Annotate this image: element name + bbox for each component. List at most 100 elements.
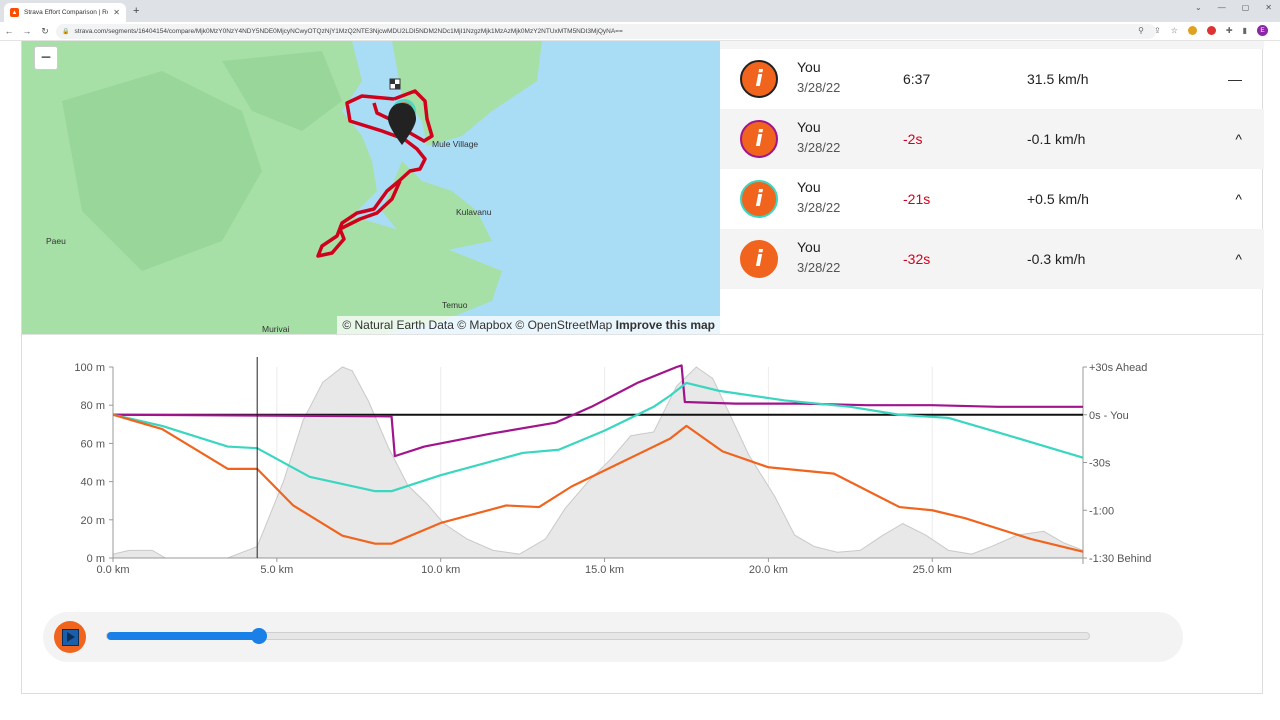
puzzle-icon[interactable]: ✚ (1225, 26, 1233, 35)
chevron-up-button[interactable]: ^ (1235, 251, 1242, 267)
athlete-name[interactable]: You (797, 179, 821, 195)
x-tick-label: 5.0 km (260, 564, 293, 576)
toolbar-actions: ⚲ ⇪ ☆ ✚ ▮ E (1138, 25, 1268, 36)
playback-slider[interactable] (106, 628, 1090, 644)
y-tick-label-left: 80 m (81, 400, 105, 412)
map-place-label: Murivai (262, 324, 290, 334)
athlete-name[interactable]: You (797, 239, 821, 255)
x-tick-label: 20.0 km (749, 564, 788, 576)
strava-avatar-icon: i (740, 180, 778, 218)
strava-avatar-icon: i (740, 240, 778, 278)
athlete-name[interactable]: You (797, 119, 821, 135)
play-button[interactable] (54, 621, 86, 653)
effort-speed: 31.5 km/h (1027, 71, 1089, 87)
strava-avatar-icon: i (740, 120, 778, 158)
effort-athlete: You 3/28/22 (797, 119, 840, 155)
effort-time-diff: -21s (903, 191, 931, 207)
y-tick-label-right: 0s - You (1089, 410, 1129, 422)
window-controls: ⌄ — ▢ ✕ (1195, 3, 1272, 12)
effort-date: 3/28/22 (797, 140, 841, 155)
y-tick-label-left: 40 m (81, 477, 105, 489)
x-tick-label: 10.0 km (421, 564, 460, 576)
effort-row[interactable]: i You 3/28/22 -32s -0.3 km/h ^ (720, 229, 1264, 289)
sidebar-icon[interactable]: ▮ (1242, 26, 1247, 35)
slider-thumb[interactable] (251, 628, 268, 644)
effort-athlete: You 3/28/22 (797, 239, 840, 275)
close-tab-icon[interactable]: ✕ (113, 8, 120, 17)
effort-speed-diff: -0.3 km/h (1027, 251, 1086, 267)
browser-tabstrip: ▲ Strava Effort Comparison | Road ✕ + ⌄ … (0, 0, 1280, 22)
gap-series-line (112, 364, 1083, 458)
effort-time-diff: -32s (903, 251, 931, 267)
lock-icon: 🔒 (62, 29, 70, 35)
map-place-label: Kulavanu (456, 207, 492, 217)
url-text: strava.com/segments/16404154/compare/Mjk… (74, 28, 623, 35)
forward-arrow-icon[interactable]: → (22, 26, 32, 36)
effort-row[interactable]: i You 3/28/22 -2s -0.1 km/h ^ (720, 109, 1264, 169)
strava-avatar-icon: i (740, 60, 778, 98)
chevron-up-button[interactable]: ^ (1235, 191, 1242, 207)
y-tick-label-left: 0 m (87, 553, 105, 565)
effort-athlete: You 3/28/22 (797, 59, 840, 95)
elevation-area (112, 366, 1084, 559)
zoom-out-button[interactable]: − (34, 46, 58, 70)
x-tick-label: 0.0 km (96, 564, 129, 576)
athlete-name[interactable]: You (797, 59, 821, 75)
map-land-south (382, 161, 492, 251)
map-place-label: Temuo (442, 300, 468, 310)
chevron-up-button[interactable]: ^ (1235, 131, 1242, 147)
section-divider (22, 334, 1264, 335)
profile-avatar[interactable]: E (1257, 25, 1268, 36)
improve-map-link[interactable]: Improve this map (615, 318, 715, 332)
collapse-button[interactable]: — (1228, 71, 1242, 87)
page-content: − Mule Village Kulavanu Paeu Temuo Muriv… (21, 41, 1264, 694)
map-land-north (392, 41, 542, 146)
extension-icon[interactable] (1187, 26, 1197, 35)
effort-time: 6:37 (903, 71, 931, 87)
chevron-down-icon[interactable]: ⌄ (1195, 3, 1202, 12)
map-hill-shading (222, 51, 342, 131)
browser-toolbar: ← → ↻ 🔒 strava.com/segments/16404154/com… (0, 22, 1280, 41)
effort-date: 3/28/22 (797, 200, 841, 215)
list-top-strip (720, 41, 1264, 49)
extension-icon[interactable] (1206, 26, 1216, 35)
finish-flag-icon (390, 79, 400, 89)
map-canvas (22, 41, 542, 334)
effort-list: i You 3/28/22 6:37 31.5 km/h — i You 3/2… (720, 41, 1264, 289)
attribution-text: © Natural Earth Data © Mapbox © OpenStre… (342, 318, 613, 332)
close-window-icon[interactable]: ✕ (1265, 3, 1272, 12)
segment-map[interactable]: − Mule Village Kulavanu Paeu Temuo Muriv… (22, 41, 720, 334)
address-bar[interactable]: 🔒 strava.com/segments/16404154/compare/M… (56, 24, 1156, 39)
effort-row[interactable]: i You 3/28/22 -21s +0.5 km/h ^ (720, 169, 1264, 229)
strava-favicon-icon: ▲ (10, 8, 19, 17)
share-icon[interactable]: ⇪ (1154, 26, 1161, 35)
elevation-gap-chart[interactable]: 100 m 80 m 60 m 40 m 20 m 0 m +30s Ahead 0s - Y… (22, 351, 1264, 591)
new-tab-icon[interactable]: + (133, 5, 140, 17)
browser-tab[interactable]: ▲ Strava Effort Comparison | Road ✕ (4, 3, 126, 22)
x-tick-label: 15.0 km (585, 564, 624, 576)
map-attribution: © Natural Earth Data © Mapbox © OpenStre… (337, 316, 720, 334)
reload-icon[interactable]: ↻ (41, 25, 49, 36)
playback-bar (43, 612, 1183, 662)
y-tick-label-left: 60 m (81, 438, 105, 450)
effort-speed-diff: +0.5 km/h (1027, 191, 1089, 207)
effort-row[interactable]: i You 3/28/22 6:37 31.5 km/h — (720, 49, 1264, 109)
zoom-icon[interactable]: ⚲ (1138, 26, 1145, 35)
star-icon[interactable]: ☆ (1170, 26, 1178, 35)
maximize-icon[interactable]: ▢ (1241, 3, 1250, 12)
back-arrow-icon[interactable]: ← (4, 26, 14, 36)
location-pin-icon (388, 103, 416, 145)
effort-speed-diff: -0.1 km/h (1027, 131, 1086, 147)
y-tick-label-right: -1:30 Behind (1089, 553, 1151, 565)
play-icon (61, 628, 79, 646)
tab-title: Strava Effort Comparison | Road (24, 9, 108, 16)
effort-time-diff: -2s (903, 131, 923, 147)
gap-series-line (112, 413, 1084, 553)
map-place-label: Paeu (46, 236, 66, 246)
y-tick-label-right: -30s (1089, 458, 1111, 470)
y-tick-label-right: -1:00 (1089, 505, 1114, 517)
map-hill-shading (62, 71, 262, 271)
x-tick-label: 25.0 km (913, 564, 952, 576)
gap-series-line (112, 381, 1084, 493)
minimize-icon[interactable]: — (1217, 3, 1226, 12)
